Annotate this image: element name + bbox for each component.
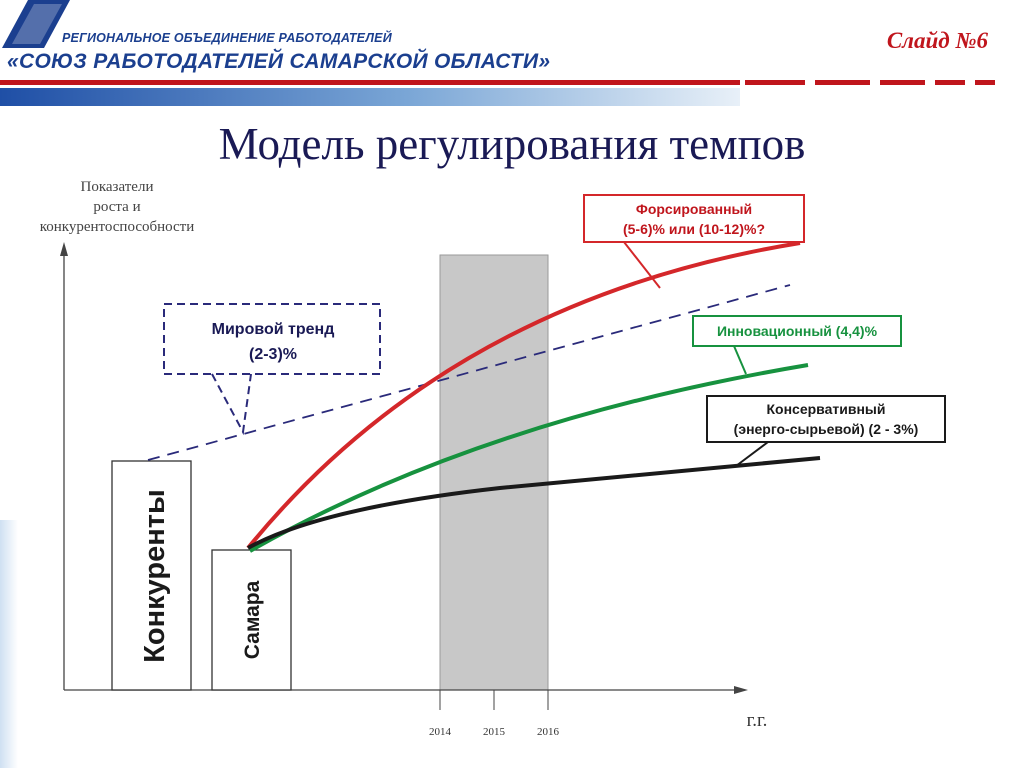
bar-competitors-label: Конкуренты (139, 489, 171, 663)
header-red-dashes (745, 80, 995, 85)
innovation-label: Инновационный (4,4)% (717, 323, 878, 339)
conservative-label-line2: (энерго-сырьевой) (2 - 3%) (734, 421, 919, 437)
world-trend-callout-pointer (211, 373, 252, 436)
innovation-curve (249, 363, 809, 553)
world-trend-callout-box (163, 303, 381, 375)
x-tick-label-2015: 2015 (483, 726, 506, 738)
conservative-callout-box (706, 395, 946, 443)
conservative-curve (247, 456, 821, 550)
x-axis-label: г.г. (747, 710, 768, 731)
header-stripe (0, 88, 740, 106)
y-axis-label: Показатели роста и конкурентоспособности (14, 177, 220, 237)
conservative-label-line1: Консервативный (767, 401, 886, 417)
period-highlight-band (439, 254, 549, 691)
world-trend-label-line1: Мировой тренд (212, 321, 335, 338)
bar-samara (211, 549, 292, 691)
org-name-line1: РЕГИОНАЛЬНОЕ ОБЪЕДИНЕНИЕ РАБОТОДАТЕЛЕЙ (62, 31, 392, 45)
world-trend-label-line2: (2-3)% (249, 346, 297, 363)
page-title: Модель регулирования темпов (218, 119, 806, 169)
innovation-callout-box (692, 315, 902, 347)
slide-number: Слайд №6 (886, 28, 988, 53)
y-axis-arrow (60, 242, 68, 256)
x-axis-arrow (734, 686, 748, 694)
bar-samara-label: Самара (241, 580, 264, 659)
y-axis-label-line1: Показатели (80, 179, 154, 195)
y-axis-label-line2: роста и (93, 199, 141, 215)
logo-slash-highlight (12, 4, 62, 44)
conservative-callout-pointer (735, 441, 769, 467)
forced-callout-box (583, 194, 805, 243)
bar-competitors (111, 460, 192, 691)
innovation-callout-pointer (733, 345, 747, 375)
y-axis-label-line3: конкурентоспособности (39, 219, 195, 235)
left-decorative-gradient (0, 520, 18, 768)
forced-callout-pointer (623, 241, 661, 289)
x-tick-label-2014: 2014 (429, 726, 452, 738)
world-trend-line (147, 284, 791, 461)
header-red-line (0, 80, 740, 85)
x-tick-label-2016: 2016 (537, 726, 560, 738)
logo-slash (2, 0, 70, 48)
forced-label-line2: (5-6)% или (10-12)%? (623, 221, 765, 237)
forced-curve (246, 241, 801, 550)
forced-label-line1: Форсированный (636, 201, 752, 217)
org-name-line2: «СОЮЗ РАБОТОДАТЕЛЕЙ САМАРСКОЙ ОБЛАСТИ» (7, 50, 551, 73)
